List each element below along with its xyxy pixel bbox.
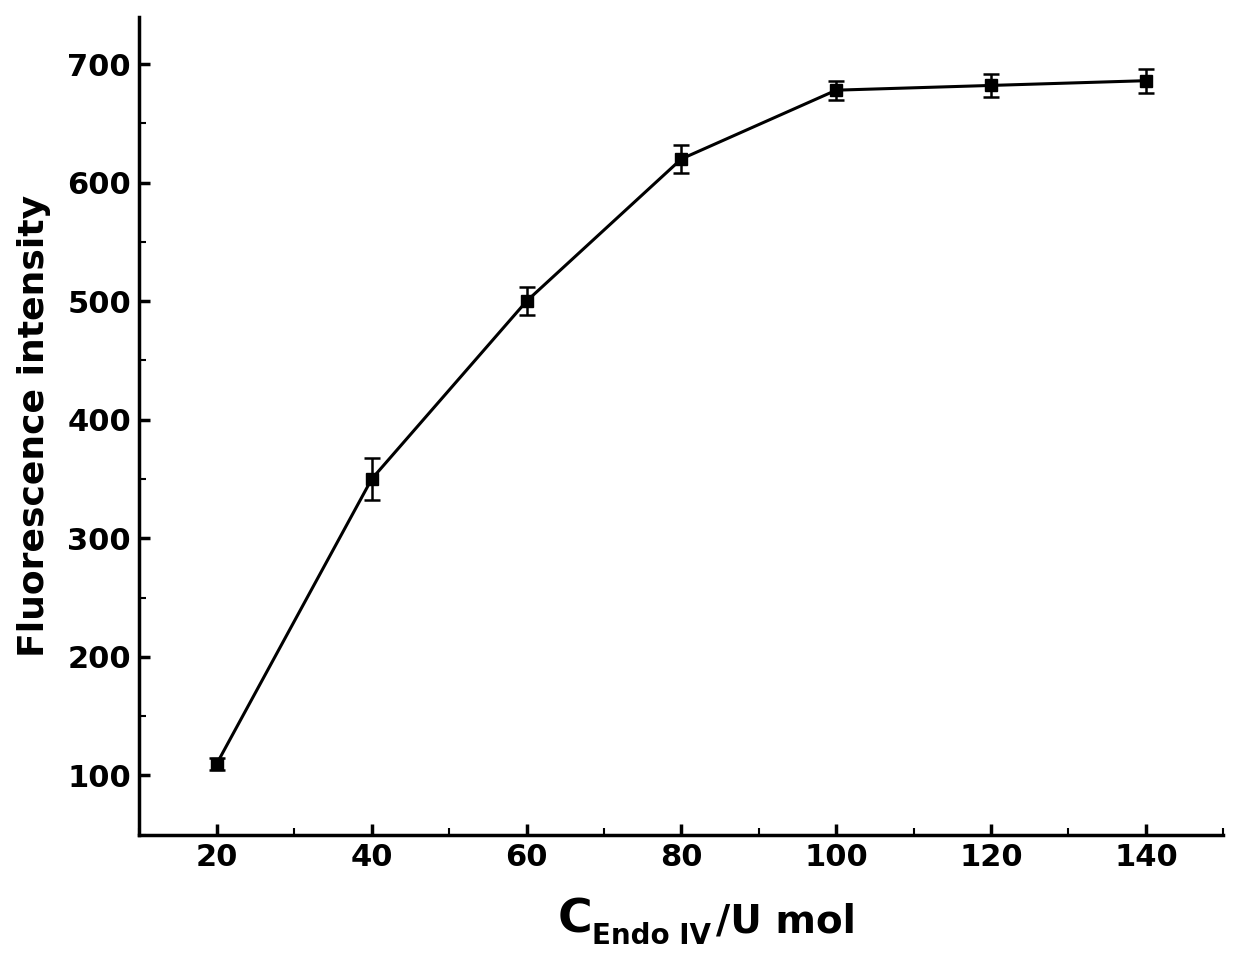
Text: C: C: [557, 897, 593, 942]
Text: Endo IV: Endo IV: [591, 922, 711, 950]
Text: /U mol: /U mol: [715, 902, 856, 940]
Y-axis label: Fluorescence intensity: Fluorescence intensity: [16, 194, 51, 657]
